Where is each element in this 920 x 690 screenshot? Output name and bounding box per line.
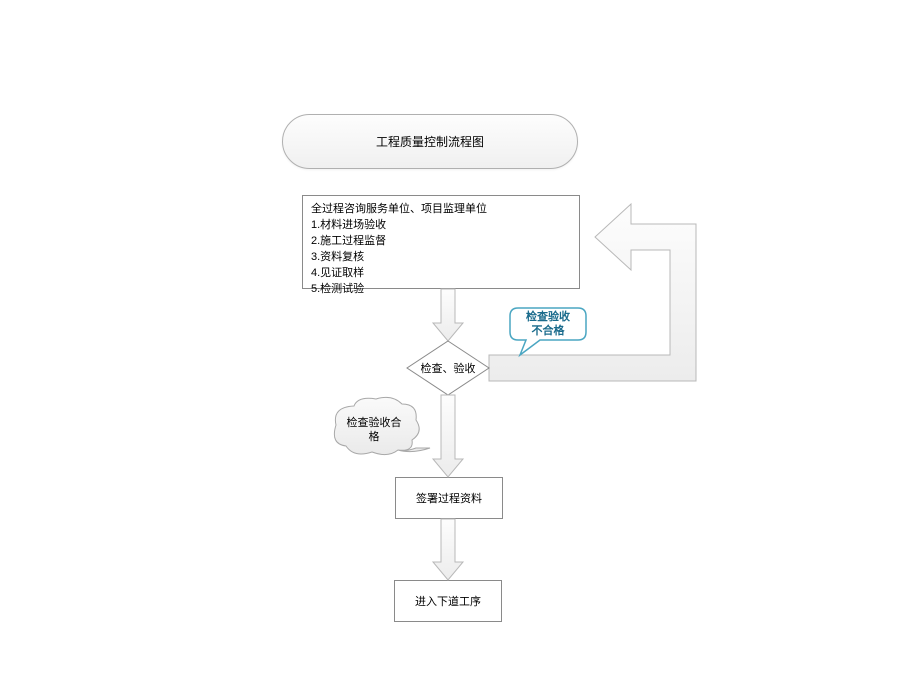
process-sign-text: 签署过程资料 (416, 490, 482, 506)
callout-fail-line1: 检查验收 (526, 309, 570, 323)
arrow-2 (433, 395, 463, 477)
decision-text: 检查、验收 (421, 361, 476, 375)
process-sign: 签署过程资料 (395, 477, 503, 519)
process-list-item-4: 4.见证取样 (311, 266, 571, 282)
process-list-box: 全过程咨询服务单位、项目监理单位 1.材料进场验收 2.施工过程监督 3.资料复… (302, 195, 580, 289)
callout-pass-line1: 检查验收合 (347, 415, 402, 429)
arrow-3 (433, 519, 463, 580)
callout-fail: 检查验收 不合格 (510, 308, 586, 355)
process-list-item-2: 2.施工过程监督 (311, 234, 571, 250)
callout-pass-line2: 格 (369, 429, 380, 443)
callout-pass: 检查验收合 格 (334, 397, 430, 454)
process-next-text: 进入下道工序 (415, 593, 481, 609)
terminator-title: 工程质量控制流程图 (282, 114, 578, 169)
process-list-item-1: 1.材料进场验收 (311, 218, 571, 234)
process-list-item-5: 5.检测试验 (311, 282, 571, 298)
callout-fail-line2: 不合格 (532, 323, 566, 337)
process-next: 进入下道工序 (394, 580, 502, 622)
process-list-header: 全过程咨询服务单位、项目监理单位 (311, 202, 571, 218)
process-list-item-3: 3.资料复核 (311, 250, 571, 266)
decision-diamond: 检查、验收 (407, 341, 489, 395)
title-text: 工程质量控制流程图 (376, 133, 484, 150)
